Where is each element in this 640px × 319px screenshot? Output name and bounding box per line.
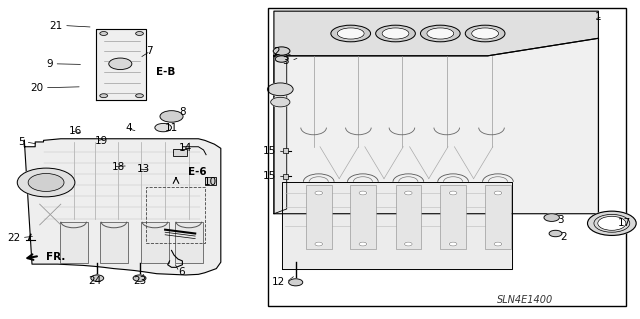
- Bar: [100, 222, 128, 263]
- Bar: [175, 222, 203, 263]
- Bar: [283, 174, 288, 179]
- Circle shape: [549, 230, 562, 237]
- Text: 22: 22: [7, 233, 20, 243]
- Circle shape: [315, 242, 323, 246]
- Circle shape: [404, 242, 412, 246]
- Text: SLN4E1400: SLN4E1400: [497, 295, 553, 305]
- Text: 2: 2: [273, 47, 280, 57]
- Circle shape: [598, 216, 626, 230]
- Text: 17: 17: [618, 218, 631, 228]
- Bar: [146, 187, 205, 243]
- Text: 9: 9: [47, 59, 53, 69]
- Circle shape: [449, 191, 457, 195]
- Bar: [141, 222, 169, 263]
- Circle shape: [155, 123, 172, 132]
- Text: 3: 3: [283, 56, 289, 66]
- Circle shape: [315, 191, 323, 195]
- Circle shape: [588, 211, 636, 235]
- Ellipse shape: [420, 25, 460, 42]
- Ellipse shape: [465, 25, 505, 42]
- Text: 12: 12: [271, 277, 285, 287]
- Circle shape: [109, 58, 132, 70]
- Text: 13: 13: [136, 164, 150, 174]
- Polygon shape: [274, 56, 287, 214]
- Circle shape: [136, 94, 143, 98]
- Text: 21: 21: [49, 20, 63, 31]
- Circle shape: [271, 97, 290, 107]
- Text: 1: 1: [595, 11, 602, 22]
- Bar: [173, 149, 187, 156]
- Bar: [60, 222, 88, 263]
- Circle shape: [100, 32, 108, 35]
- Text: 15: 15: [263, 171, 276, 181]
- Text: 5: 5: [18, 137, 24, 147]
- Polygon shape: [282, 182, 512, 269]
- Text: 2: 2: [561, 232, 567, 242]
- Circle shape: [133, 275, 146, 281]
- Text: 16: 16: [68, 126, 82, 136]
- Bar: [268, 8, 626, 306]
- Bar: [306, 185, 332, 249]
- Text: E-B: E-B: [156, 67, 175, 77]
- Circle shape: [160, 111, 183, 122]
- Text: 4: 4: [125, 123, 132, 133]
- Circle shape: [268, 83, 293, 96]
- Text: 3: 3: [557, 215, 563, 225]
- Ellipse shape: [472, 28, 499, 39]
- Circle shape: [404, 191, 412, 195]
- Text: 15: 15: [263, 145, 276, 156]
- Ellipse shape: [382, 28, 409, 39]
- Circle shape: [494, 242, 502, 246]
- Circle shape: [275, 56, 288, 62]
- Text: 24: 24: [88, 276, 102, 286]
- Ellipse shape: [427, 28, 454, 39]
- Bar: [396, 185, 421, 249]
- Polygon shape: [274, 38, 598, 214]
- Circle shape: [449, 242, 457, 246]
- Bar: [485, 185, 511, 249]
- Text: 11: 11: [165, 122, 179, 133]
- Bar: [205, 177, 216, 185]
- Text: 23: 23: [133, 276, 147, 286]
- Text: 19: 19: [95, 136, 108, 146]
- Circle shape: [28, 174, 64, 191]
- Ellipse shape: [331, 25, 371, 42]
- Text: 10: 10: [204, 177, 217, 187]
- Bar: [440, 185, 466, 249]
- Circle shape: [273, 47, 290, 55]
- Circle shape: [494, 191, 502, 195]
- Text: FR.: FR.: [46, 252, 65, 262]
- Circle shape: [289, 279, 303, 286]
- Text: E-6: E-6: [188, 167, 206, 177]
- Text: 8: 8: [179, 107, 186, 117]
- Text: 6: 6: [178, 267, 184, 277]
- Circle shape: [100, 94, 108, 98]
- Text: 18: 18: [112, 161, 125, 172]
- Bar: [350, 185, 376, 249]
- Text: 7: 7: [146, 46, 152, 56]
- Bar: [283, 148, 288, 153]
- Text: 20: 20: [30, 83, 44, 93]
- Ellipse shape: [376, 25, 415, 42]
- Ellipse shape: [337, 28, 364, 39]
- Circle shape: [17, 168, 75, 197]
- Circle shape: [91, 275, 104, 281]
- Circle shape: [544, 214, 559, 221]
- Circle shape: [359, 242, 367, 246]
- Polygon shape: [274, 11, 598, 56]
- Polygon shape: [24, 139, 221, 275]
- Circle shape: [359, 191, 367, 195]
- Polygon shape: [96, 29, 146, 100]
- Circle shape: [136, 32, 143, 35]
- Text: 14: 14: [179, 143, 193, 153]
